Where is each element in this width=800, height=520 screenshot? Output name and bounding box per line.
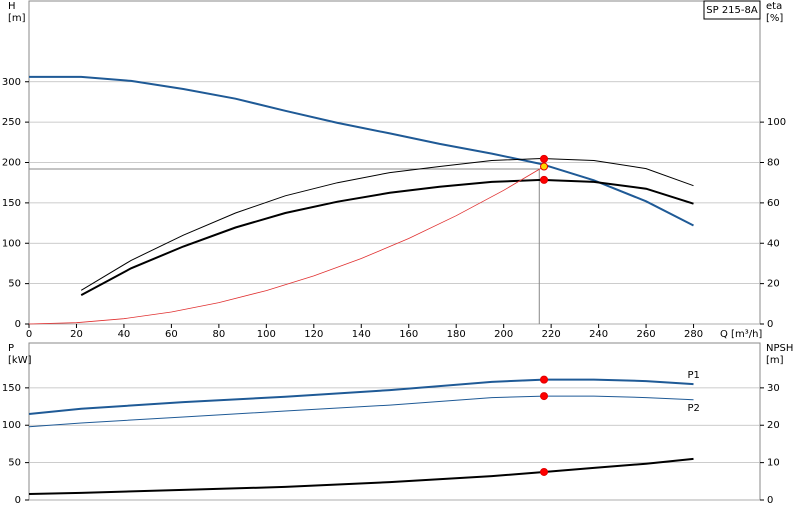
y2-tick-label: 20 (767, 279, 780, 290)
x-tick-label: 140 (352, 329, 371, 340)
x-tick-label: 280 (684, 329, 703, 340)
y-tick-label: 300 (2, 77, 21, 88)
y2-tick-label: 0 (767, 319, 773, 330)
y-tick-label: 200 (2, 158, 21, 169)
title-box (703, 0, 761, 20)
y2-axis-label: [m] (766, 355, 784, 366)
y-tick-label: 50 (8, 279, 21, 290)
y2-tick-label: 80 (767, 158, 780, 169)
curve (28, 457, 694, 495)
series-label: P1 (688, 370, 700, 381)
y2-tick-label: 40 (767, 238, 780, 249)
x-tick-label: 240 (589, 329, 608, 340)
y2-axis-label: NPSH (766, 343, 793, 354)
x-tick-label: 60 (165, 329, 178, 340)
x-tick-label: 220 (542, 329, 561, 340)
curve (28, 378, 694, 415)
curve (80, 157, 694, 291)
y-tick-label: 0 (15, 495, 21, 506)
x-tick-label: 40 (118, 329, 131, 340)
y2-tick-label: 0 (767, 495, 773, 506)
x-tick-label: 200 (494, 329, 513, 340)
marker (540, 162, 549, 171)
y-axis-label: P (8, 343, 14, 354)
y2-axis-label: [%] (766, 13, 783, 24)
y2-tick-label: 60 (767, 198, 780, 209)
y2-axis-label: eta (766, 1, 782, 12)
plot-frame (28, 342, 761, 501)
y-tick-label: 250 (2, 117, 21, 128)
x-tick-label: 180 (447, 329, 466, 340)
y2-tick-label: 100 (767, 117, 786, 128)
marker (540, 467, 549, 476)
y-tick-label: 150 (2, 383, 21, 394)
y2-tick-label: 10 (767, 458, 780, 469)
y2-tick-label: 30 (767, 383, 780, 394)
curve (29, 75, 694, 227)
x-axis-label: Q [m³/h] (720, 329, 762, 340)
y-tick-label: 100 (2, 238, 21, 249)
chart-title: SP 215-8A (706, 5, 758, 16)
x-tick-label: 100 (257, 329, 276, 340)
x-tick-label: 80 (213, 329, 226, 340)
marker (540, 375, 549, 384)
x-tick-label: 20 (70, 329, 83, 340)
curve (28, 395, 694, 428)
x-tick-label: 160 (399, 329, 418, 340)
y-tick-label: 50 (8, 458, 21, 469)
y2-tick-label: 20 (767, 420, 780, 431)
curve (80, 178, 694, 296)
x-tick-label: 0 (26, 329, 32, 340)
marker (540, 175, 549, 184)
marker (540, 392, 549, 401)
y-axis-label: H (8, 1, 16, 12)
y-tick-label: 150 (2, 198, 21, 209)
x-tick-label: 120 (304, 329, 323, 340)
y-axis-label: [kW] (8, 355, 32, 366)
curve (28, 166, 545, 325)
y-axis-label: [m] (8, 13, 26, 24)
x-tick-label: 260 (637, 329, 656, 340)
y-tick-label: 100 (2, 420, 21, 431)
marker (540, 154, 549, 163)
series-label: P2 (688, 403, 700, 414)
y-tick-label: 0 (15, 319, 21, 330)
